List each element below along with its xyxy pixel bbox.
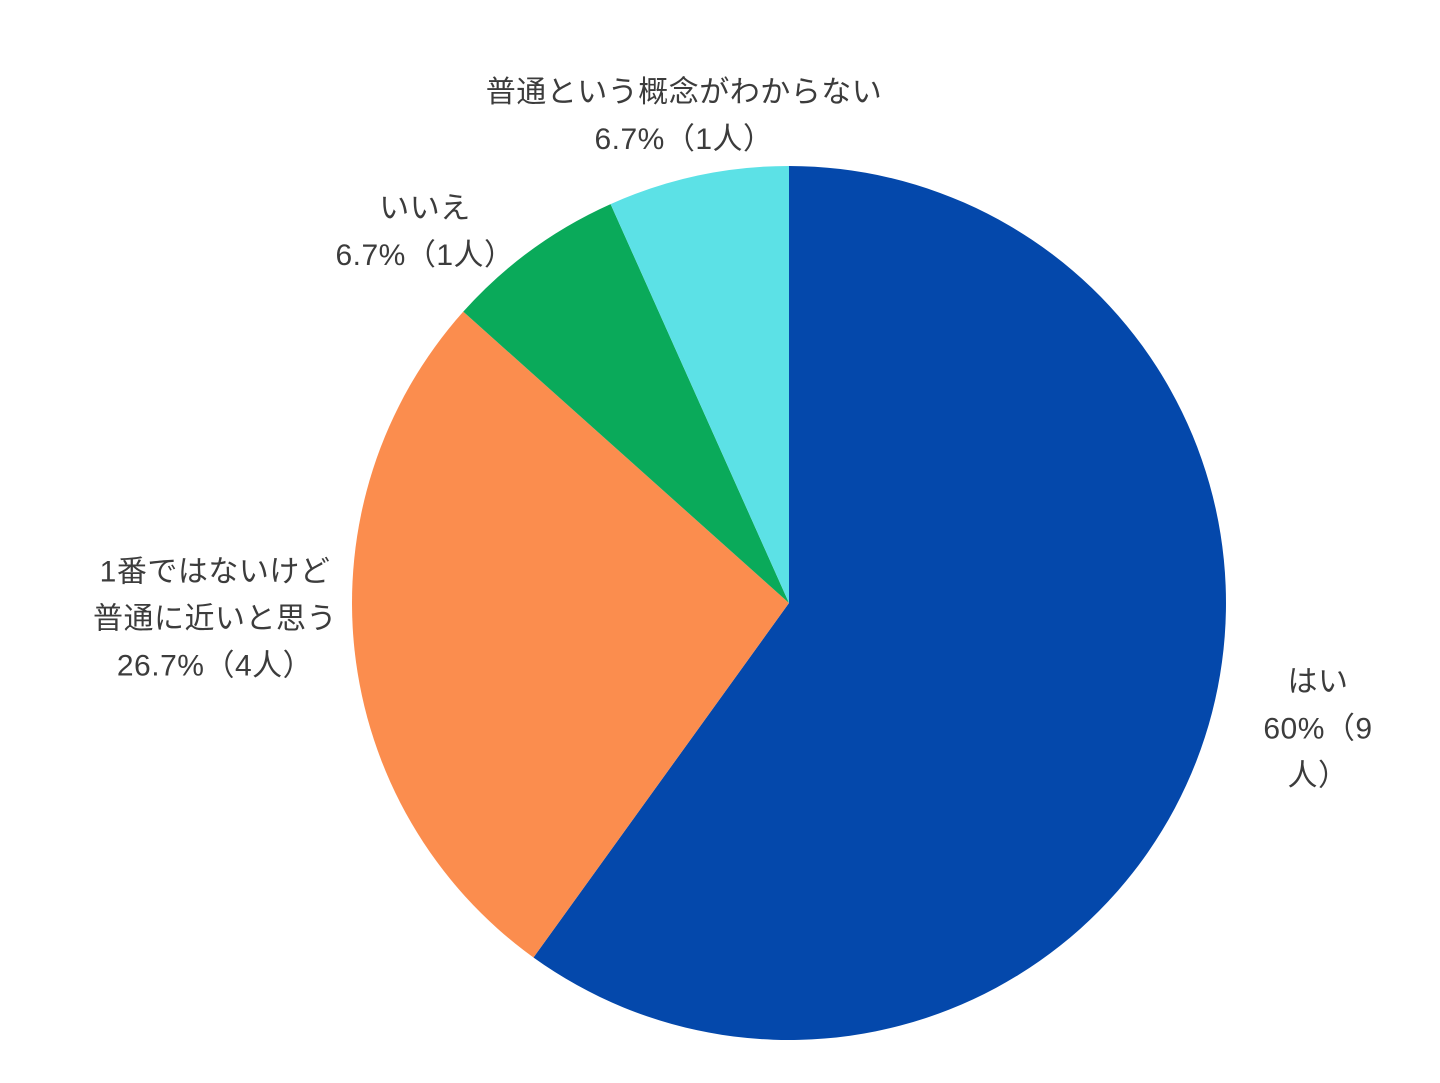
pie-slices: [351, 166, 1226, 1040]
slice-label-yes: はい 60%（9人）: [1263, 665, 1373, 793]
slice-label-close: 1番ではないけど 普通に近いと思う 26.7%（4人）: [93, 555, 337, 683]
pie-slice-0: [533, 166, 1226, 1040]
pie-slice-2: [463, 204, 789, 603]
pie-slice-1: [351, 311, 789, 958]
slice-label-unknown: 普通という概念がわからない 6.7%（1人）: [485, 76, 883, 156]
pie-slice-3: [610, 166, 789, 603]
slice-label-no: いいえ 6.7%（1人）: [335, 192, 515, 272]
